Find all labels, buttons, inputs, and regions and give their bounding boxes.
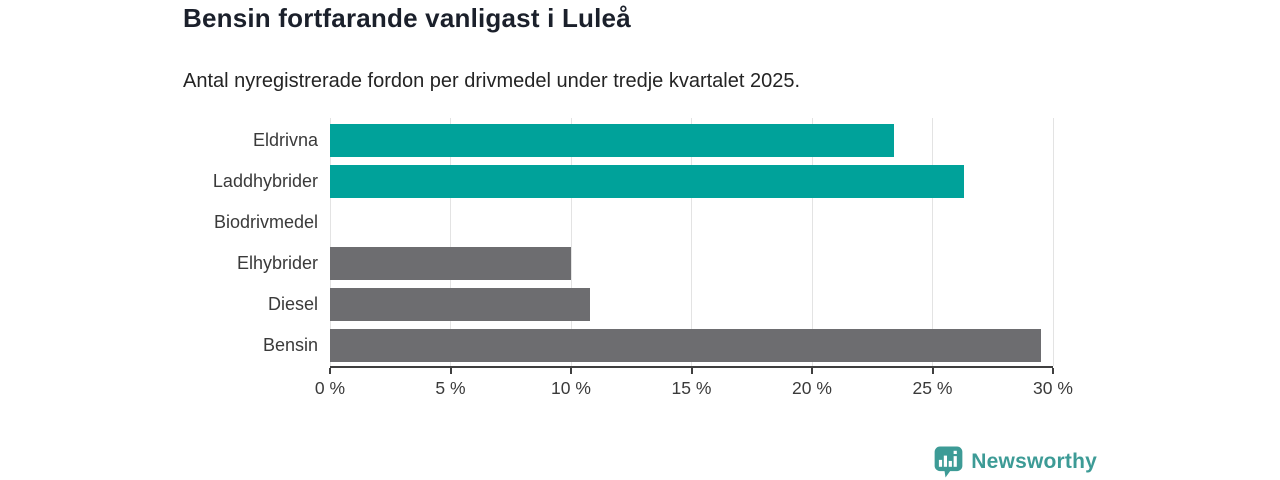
y-axis-labels: Eldrivna Laddhybrider Biodrivmedel Elhybrid… — [0, 120, 318, 366]
x-axis-tick-label: 0 % — [314, 378, 346, 398]
category-label-laddhybrider: Laddhybrider — [212, 171, 318, 191]
x-axis-tick-0 — [329, 368, 331, 374]
category-label-elhybrider: Elhybrider — [236, 253, 318, 273]
gridline-15 — [691, 118, 692, 366]
brand-footer: Newsworthy — [933, 446, 1097, 478]
x-axis-tick-label: 10 % — [551, 378, 591, 398]
category-label-diesel: Diesel — [267, 294, 318, 314]
category-label-bensin: Bensin — [262, 335, 318, 355]
bar-laddhybrider — [330, 165, 964, 198]
gridline-10 — [570, 118, 572, 366]
x-axis-tick-20 — [811, 368, 813, 374]
x-axis-tick-label: 25 % — [912, 378, 953, 398]
newsworthy-logo-icon — [933, 446, 964, 478]
x-axis-tick-label: 15 % — [671, 378, 712, 398]
gridline-0 — [329, 118, 331, 366]
category-label-biodrivmedel: Biodrivmedel — [213, 212, 318, 232]
gridline-30 — [1052, 118, 1054, 366]
x-axis-tick-label: 5 % — [435, 378, 466, 398]
plot-area: 0 % 5 % 10 % 15 % 20 % 25 % 30 % — [315, 118, 1073, 398]
x-axis-tick-label: 20 % — [792, 378, 832, 398]
gridline-20 — [811, 118, 813, 366]
x-axis-tick-25 — [931, 368, 934, 374]
x-axis-tick-label: 30 % — [1033, 378, 1073, 398]
bar-bensin — [330, 329, 1041, 362]
x-axis-tick-10 — [570, 368, 572, 374]
x-axis-line — [330, 366, 1053, 368]
gridline-5 — [450, 118, 451, 366]
x-axis-tick-15 — [690, 368, 693, 374]
category-label-eldrivna: Eldrivna — [252, 130, 318, 150]
bar-diesel — [330, 288, 591, 321]
gridline-25 — [932, 118, 933, 366]
brand-name: Newsworthy — [971, 450, 1097, 473]
bar-elhybrider — [330, 247, 571, 280]
chart-subtitle: Antal nyregistrerade fordon per drivmede… — [183, 70, 801, 92]
x-axis-tick-5 — [449, 368, 452, 374]
chart-title: Bensin fortfarande vanligast i Luleå — [183, 3, 631, 33]
bar-eldrivna — [330, 124, 894, 157]
x-axis-tick-30 — [1052, 368, 1054, 374]
